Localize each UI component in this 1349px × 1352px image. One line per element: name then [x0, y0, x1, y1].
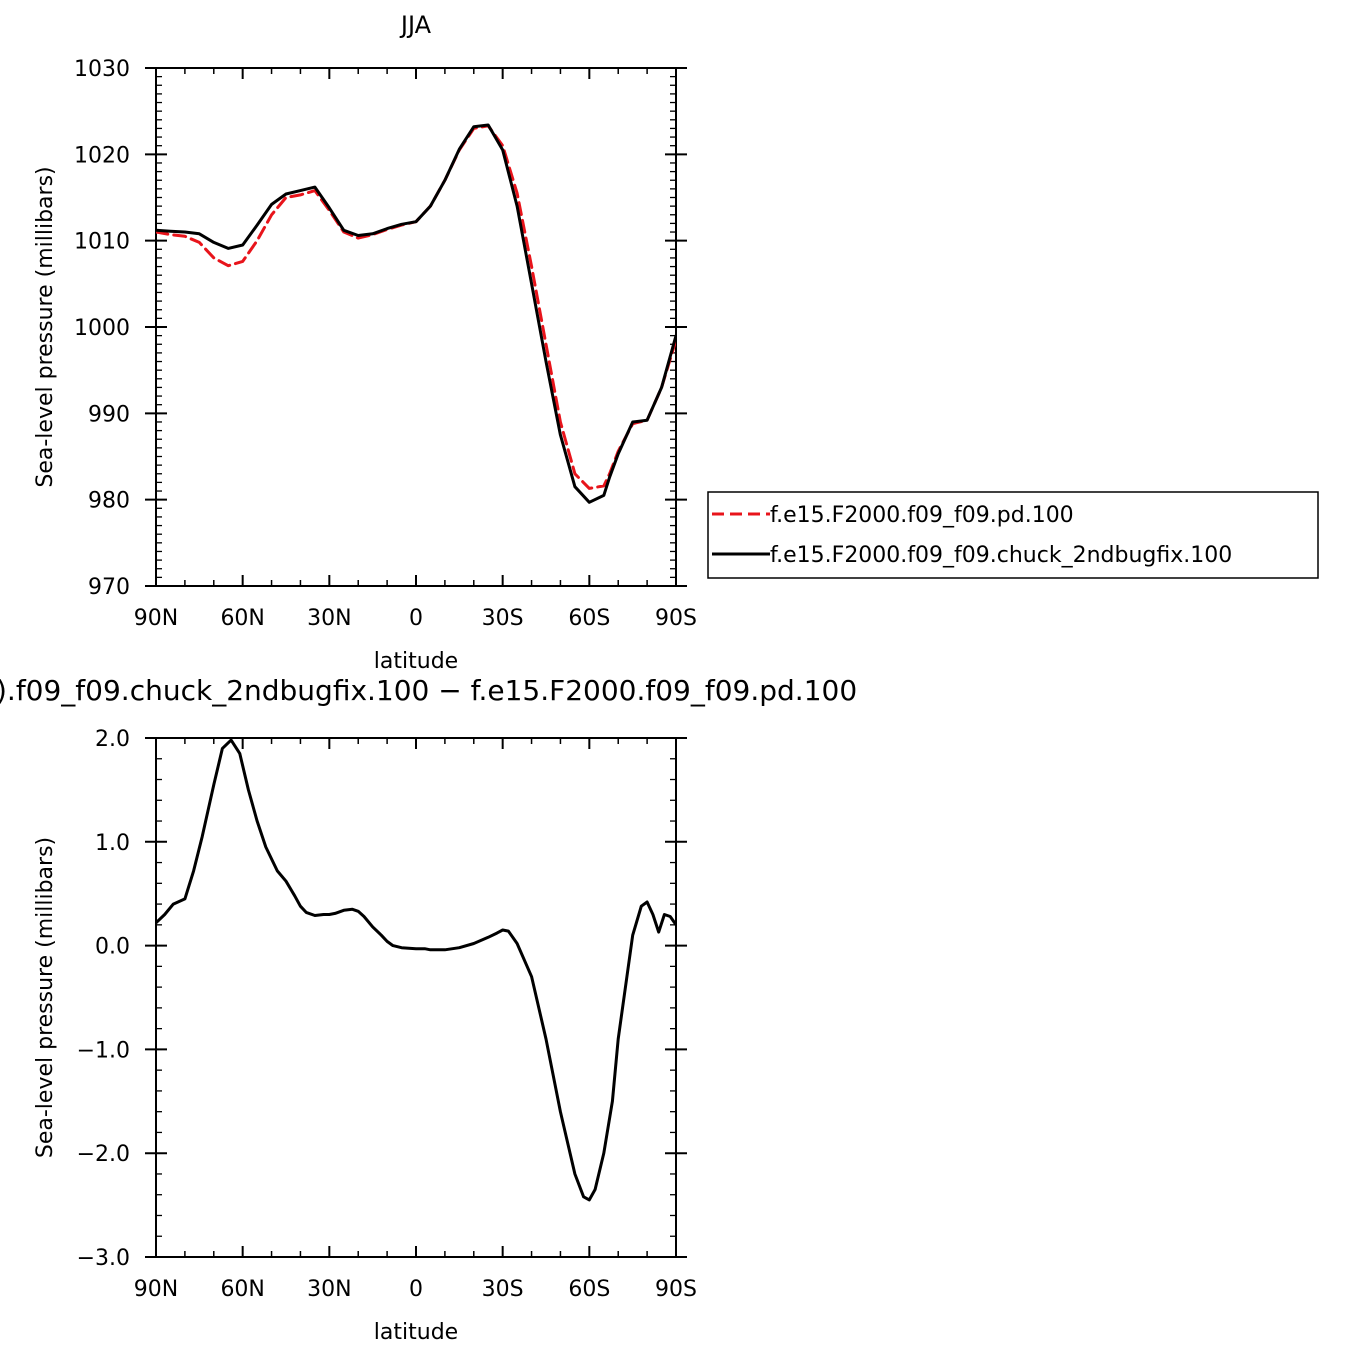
plot-frame — [155, 67, 677, 587]
x-tick-label: 60N — [220, 1277, 264, 1302]
x-tick-label: 60S — [568, 606, 610, 631]
x-axis-label: latitude — [374, 649, 458, 674]
panel-top: 90N 60N 30N 0 30S 60S 90S 970 980 990 1000 1010 1020… — [33, 11, 1319, 674]
x-tick-label: 0 — [409, 1277, 423, 1302]
x-axis-label: latitude — [374, 1320, 458, 1345]
y-tick-label: 1030 — [74, 57, 130, 82]
series-line-2 — [156, 123, 676, 504]
x-tick-label: 0 — [409, 606, 423, 631]
x-tick-label: 30N — [307, 1277, 351, 1302]
x-tick-label: 90N — [134, 1277, 178, 1302]
y-tick-label: 0.0 — [95, 935, 130, 960]
y-tick-label: 1.0 — [95, 831, 130, 856]
y-tick-label: 1010 — [74, 230, 130, 255]
y-axis-label: Sea-level pressure (millibars) — [33, 837, 58, 1158]
y-tick-label: 1000 — [74, 316, 130, 341]
legend-box — [707, 491, 1319, 579]
y-tick-label: 1020 — [74, 143, 130, 168]
y-tick-label: −3.0 — [77, 1246, 130, 1271]
chart-title: JJA — [399, 11, 432, 39]
x-tick-label: 60N — [220, 606, 264, 631]
x-tick-label: 60S — [568, 1277, 610, 1302]
y-tick-label: −2.0 — [77, 1142, 130, 1167]
x-tick-label: 90S — [655, 1277, 697, 1302]
x-tick-label: 30S — [482, 606, 524, 631]
y-tick-label: 2.0 — [95, 727, 130, 752]
legend-label-2: f.e15.F2000.f09_f09.chuck_2ndbugfix.100 — [770, 543, 1232, 568]
x-tick-label: 90N — [134, 606, 178, 631]
x-tick-label: 30N — [307, 606, 351, 631]
series-line-1 — [156, 124, 676, 490]
panel-bottom: 90N 60N 30N 0 30S 60S 90S −3.0 −2.0 −1.0 0.0 1.0 2.0… — [0, 674, 857, 1345]
y-tick-label: 980 — [88, 489, 130, 514]
chart-title: ).f09_f09.chuck_2ndbugfix.100 − f.e15.F2… — [0, 674, 857, 707]
y-tick-label: −1.0 — [77, 1038, 130, 1063]
y-tick-label: 970 — [88, 575, 130, 600]
y-axis-label: Sea-level pressure (millibars) — [33, 166, 58, 487]
x-tick-label: 30S — [482, 1277, 524, 1302]
x-tick-label: 90S — [655, 606, 697, 631]
series-line-1 — [156, 738, 676, 1202]
legend-label-1: f.e15.F2000.f09_f09.pd.100 — [770, 503, 1074, 528]
y-tick-label: 990 — [88, 402, 130, 427]
